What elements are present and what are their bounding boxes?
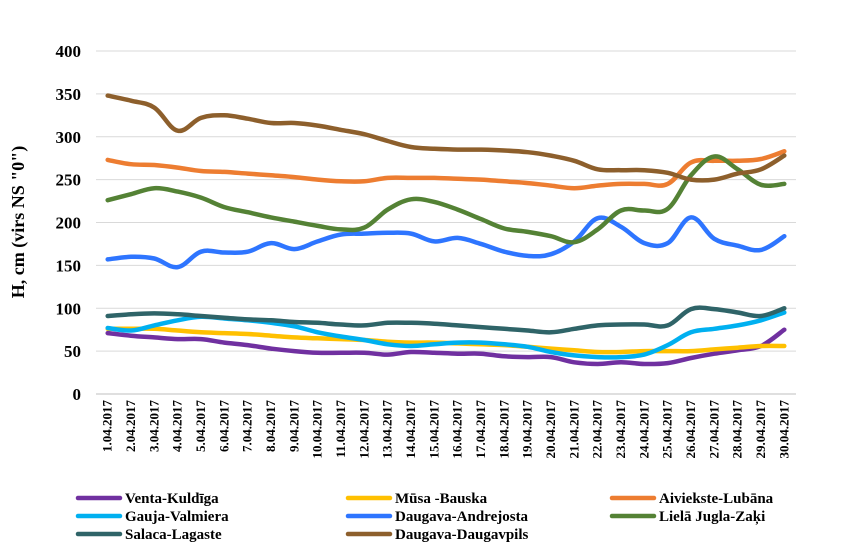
x-tick-label: 16.04.2017 — [450, 400, 465, 459]
y-axis-title: H, cm (virs NS "0") — [8, 146, 29, 298]
x-tick-label: 5.04.2017 — [193, 400, 208, 453]
legend-label: Mūsa -Bauska — [395, 491, 488, 507]
x-tick-label: 27.04.2017 — [706, 400, 721, 459]
legend-label: Aiviekste-Lubāna — [659, 491, 774, 507]
x-axis-ticks: 1.04.2017 2.04.2017 3.04.2017 4.04.2017 5.04… — [100, 400, 792, 459]
y-tick-label: 50 — [64, 342, 81, 361]
x-tick-label: 4.04.2017 — [170, 400, 185, 453]
legend-item: Gauja-Valmiera — [75, 509, 229, 525]
x-tick-label: 10.04.2017 — [310, 400, 325, 459]
x-tick-label: 26.04.2017 — [683, 400, 698, 459]
x-tick-label: 24.04.2017 — [636, 400, 651, 459]
y-tick-label: 0 — [73, 385, 82, 404]
x-tick-label: 29.04.2017 — [753, 400, 768, 459]
x-tick-label: 25.04.2017 — [660, 400, 675, 459]
legend-item: Daugava-Andrejosta — [345, 509, 529, 525]
legend-item: Salaca-Lagaste — [75, 527, 222, 543]
legend-item: Aiviekste-Lubāna — [609, 491, 774, 507]
y-tick-label: 300 — [56, 128, 82, 147]
legend-label: Salaca-Lagaste — [125, 527, 222, 543]
x-tick-label: 6.04.2017 — [216, 400, 231, 453]
legend-item: Venta-Kuldīga — [75, 491, 219, 507]
y-tick-label: 400 — [56, 42, 82, 61]
x-tick-label: 7.04.2017 — [240, 400, 255, 453]
y-tick-label: 350 — [56, 85, 82, 104]
legend-label: Lielā Jugla-Zaķi — [659, 509, 765, 525]
legend-item: Lielā Jugla-Zaķi — [609, 509, 765, 525]
x-tick-label: 18.04.2017 — [496, 400, 511, 459]
x-tick-label: 23.04.2017 — [613, 400, 628, 459]
y-tick-label: 200 — [56, 214, 82, 233]
x-tick-label: 17.04.2017 — [473, 400, 488, 459]
y-tick-label: 150 — [56, 256, 82, 275]
x-tick-label: 9.04.2017 — [286, 400, 301, 453]
series-line-aiviekste-lubana — [105, 149, 787, 191]
x-tick-label: 14.04.2017 — [403, 400, 418, 459]
x-tick-label: 13.04.2017 — [380, 400, 395, 459]
y-axis-ticks: 0 50 100 150 200 250 300 350 400 — [56, 42, 82, 404]
legend: Venta-Kuldīga Mūsa -Bauska Aiviekste-Lubān… — [75, 491, 774, 543]
series-line-venta-kuldiga — [105, 327, 787, 367]
legend-label: Daugava-Andrejosta — [395, 509, 529, 525]
x-tick-label: 11.04.2017 — [333, 400, 348, 458]
legend-label: Venta-Kuldīga — [125, 491, 219, 507]
x-tick-label: 22.04.2017 — [590, 400, 605, 459]
series-line-daugava-andrejosta — [105, 215, 787, 270]
y-tick-label: 100 — [56, 299, 82, 318]
legend-label: Daugava-Daugavpils — [395, 527, 529, 543]
x-tick-label: 3.04.2017 — [146, 400, 161, 453]
legend-item: Daugava-Daugavpils — [345, 527, 529, 543]
series-line-liela-jugla-zaki — [105, 154, 787, 245]
x-tick-label: 2.04.2017 — [123, 400, 138, 453]
legend-item: Mūsa -Bauska — [345, 491, 488, 507]
x-tick-label: 20.04.2017 — [543, 400, 558, 459]
x-tick-label: 30.04.2017 — [776, 400, 791, 459]
x-tick-label: 19.04.2017 — [520, 400, 535, 459]
x-tick-label: 15.04.2017 — [426, 400, 441, 459]
x-tick-label: 1.04.2017 — [100, 400, 115, 453]
x-tick-label: 21.04.2017 — [566, 400, 581, 459]
series-line-salaca-lagaste — [105, 305, 787, 335]
x-tick-label: 28.04.2017 — [730, 400, 745, 459]
series-lines — [105, 93, 787, 367]
y-tick-label: 250 — [56, 171, 82, 190]
x-tick-label: 12.04.2017 — [356, 400, 371, 459]
series-line-daugava-daugavpils — [105, 93, 787, 183]
x-tick-label: 8.04.2017 — [263, 400, 278, 453]
legend-label: Gauja-Valmiera — [125, 509, 229, 525]
